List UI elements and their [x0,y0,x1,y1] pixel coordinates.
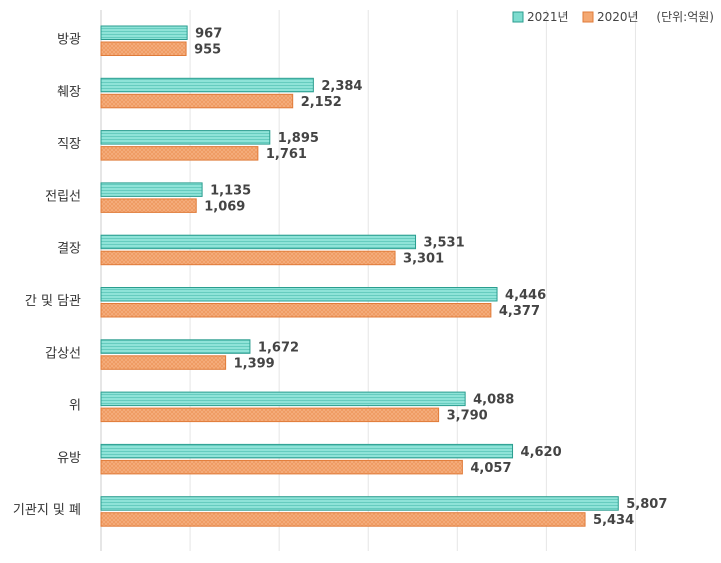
data-label: 1,672 [258,340,299,355]
data-label: 1,761 [266,147,307,162]
bar-2020 [100,459,463,475]
bar-2021 [100,287,498,302]
legend-swatch [512,11,524,23]
data-label: 2,384 [321,79,362,94]
data-label: 967 [195,27,222,42]
bar-2020 [100,93,294,109]
data-label: 1,069 [204,199,245,214]
category-label: 결장 [57,242,81,257]
bar-2021 [100,77,314,93]
bar-2020 [100,407,440,423]
bar-2020 [100,250,396,266]
bar-2020 [100,512,586,527]
bar-2021 [100,496,619,511]
category-label: 갑상선 [45,346,81,361]
data-label: 5,434 [593,513,634,528]
bars [100,25,619,527]
category-label: 방광 [57,33,81,48]
data-label: 3,531 [424,236,465,251]
data-label: 3,301 [403,252,444,267]
bar-2021 [100,443,514,459]
bar-2021 [100,339,251,354]
legend: 2021년 2020년 (단위:억원) [512,10,714,24]
data-label: 1,895 [278,131,319,146]
bar-2020 [100,146,259,161]
bar-2021 [100,25,188,40]
bar-2020 [100,303,492,318]
bar-2020 [100,198,197,213]
data-label: 1,135 [210,183,251,198]
bar-2020 [100,355,227,370]
category-label: 간 및 담관 [25,294,81,309]
legend-label: 2020년 [597,10,639,24]
category-label: 유방 [57,451,81,466]
data-label: 5,807 [626,497,667,512]
data-label: 4,057 [470,461,511,476]
data-label: 4,377 [499,304,540,319]
category-label: 기관지 및 폐 [13,503,81,518]
data-label: 955 [194,43,221,58]
data-label: 4,446 [505,288,546,303]
data-label: 4,088 [473,393,514,408]
data-label: 3,790 [447,409,488,424]
category-label: 췌장 [57,85,81,100]
bar-2021 [100,391,466,407]
category-label: 전립선 [45,189,81,204]
bar-2021 [100,130,271,145]
legend-label: 2021년 [527,10,569,24]
data-label: 2,152 [301,95,342,110]
bar-2021 [100,234,417,250]
unit-label: (단위:억원) [656,10,714,24]
category-label: 위 [69,399,81,414]
data-label: 1,399 [234,356,275,371]
bar-2020 [100,41,187,56]
data-label: 4,620 [521,445,562,460]
category-label: 직장 [57,137,81,152]
bar-2021 [100,182,203,197]
legend-swatch [582,11,594,23]
